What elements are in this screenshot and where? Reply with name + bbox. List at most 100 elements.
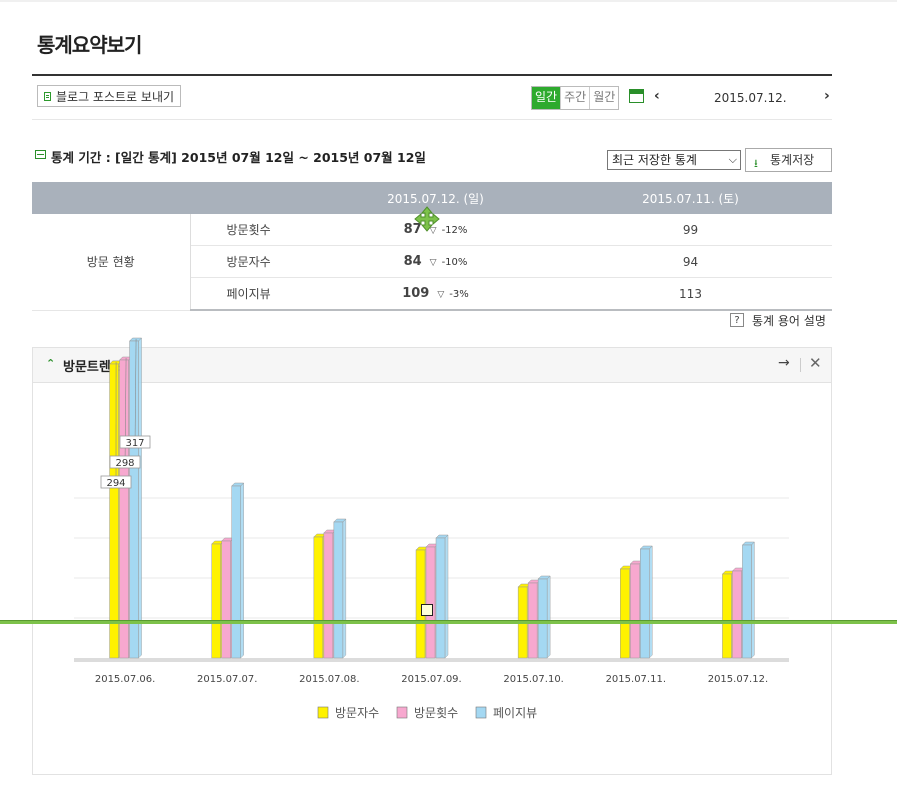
- data-label: 294: [106, 478, 125, 489]
- bar: [640, 548, 650, 659]
- bar-side: [751, 541, 755, 659]
- legend-swatch: [396, 706, 408, 719]
- bar-side: [649, 545, 653, 659]
- column-header-prev: 2015.07.11. (토): [549, 182, 832, 214]
- x-tick-label: 2015.07.08.: [299, 674, 359, 685]
- today-cell: 84 ▽ -10%: [322, 245, 549, 278]
- period-tabs: 일간 주간 월간: [531, 86, 620, 110]
- down-triangle-icon: ▽: [437, 290, 445, 300]
- selection-box: [421, 604, 433, 616]
- data-label-leader: [134, 338, 137, 449]
- bar: [722, 573, 732, 659]
- bar: [109, 363, 119, 659]
- change-percent: -12%: [441, 225, 468, 236]
- tab-monthly[interactable]: 월간: [589, 87, 619, 109]
- download-icon: ⭳: [754, 157, 758, 170]
- legend-label: 방문횟수: [414, 706, 458, 720]
- x-tick-label: 2015.07.12.: [708, 674, 768, 685]
- table-header-empty: [32, 182, 190, 214]
- bar-side: [240, 482, 244, 659]
- bar: [221, 540, 231, 659]
- move-cursor-icon: [414, 206, 440, 232]
- header-divider: [800, 358, 801, 372]
- x-tick-label: 2015.07.10.: [503, 674, 563, 685]
- trend-panel-title: 방문트렌드: [63, 360, 123, 375]
- document-icon: [44, 92, 51, 101]
- metric-label: 페이지뷰: [190, 277, 322, 311]
- bar: [129, 340, 139, 659]
- today-value: 87: [403, 222, 422, 237]
- help-link[interactable]: 통계 용어 설명: [752, 314, 826, 328]
- bar: [211, 543, 221, 659]
- top-border: [0, 0, 897, 2]
- page-title: 통계요약보기: [37, 33, 142, 57]
- calendar-icon[interactable]: [629, 89, 644, 103]
- close-icon[interactable]: ✕: [809, 354, 822, 372]
- bar: [742, 544, 752, 659]
- prev-date-chevron-icon[interactable]: ‹: [654, 88, 660, 104]
- bar-side: [342, 518, 347, 659]
- legend-label: 페이지뷰: [493, 706, 537, 720]
- save-stats-button[interactable]: ⭳ 통계저장: [745, 148, 832, 172]
- trend-panel: ⌃ 방문트렌드 → ✕: [32, 347, 832, 775]
- data-label-box: [119, 435, 151, 449]
- data-label: 317: [125, 438, 144, 449]
- data-label-box: [100, 475, 132, 489]
- bar: [231, 485, 241, 659]
- tab-daily[interactable]: 일간: [532, 87, 561, 109]
- down-triangle-icon: ▽: [429, 258, 437, 268]
- today-value: 84: [403, 254, 422, 269]
- today-cell: 109 ▽ -3%: [322, 277, 549, 311]
- next-date-chevron-icon[interactable]: ›: [824, 88, 830, 104]
- bar: [333, 521, 344, 659]
- chart-floor: [74, 658, 789, 662]
- period-icon: [35, 150, 46, 159]
- prev-value: 99: [549, 214, 832, 246]
- bar: [435, 537, 446, 659]
- table-row: 페이지뷰 109 ▽ -3% 113: [32, 277, 832, 311]
- tab-weekly[interactable]: 주간: [560, 87, 590, 109]
- bar: [537, 578, 548, 659]
- blog-post-button[interactable]: 블로그 포스트로 보내기: [37, 85, 182, 107]
- table-row: 방문자수 84 ▽ -10% 94: [32, 245, 832, 278]
- table-row: 방문 현황 방문횟수 87 ▽ -12% 99: [32, 214, 832, 311]
- legend-swatch: [475, 706, 487, 719]
- table-header-metric: [190, 182, 322, 214]
- current-date: 2015.07.12.: [714, 91, 787, 105]
- legend-swatch: [317, 706, 329, 719]
- bar: [313, 536, 324, 659]
- table-header-row: 2015.07.12. (일) 2015.07.11. (토): [32, 182, 832, 214]
- bar: [323, 532, 334, 659]
- bar-side: [444, 534, 449, 659]
- bar: [630, 563, 640, 659]
- save-stats-button-label: 통계저장: [770, 153, 815, 167]
- saved-stats-select[interactable]: 최근 저장한 통계 ⌵: [607, 150, 741, 170]
- drag-guide-line: [0, 620, 897, 624]
- arrow-right-icon[interactable]: →: [778, 355, 790, 371]
- collapse-caret-icon[interactable]: ⌃: [46, 357, 56, 370]
- change-percent: -3%: [449, 289, 469, 300]
- x-tick-label: 2015.07.07.: [197, 674, 257, 685]
- column-header-today: 2015.07.12. (일): [322, 182, 549, 214]
- metric-label: 방문자수: [190, 245, 322, 278]
- help-icon[interactable]: ?: [730, 313, 744, 327]
- trend-panel-header: ⌃ 방문트렌드 → ✕: [33, 348, 831, 383]
- x-tick-label: 2015.07.09.: [401, 674, 461, 685]
- bar: [119, 359, 129, 659]
- data-label-leader: [124, 357, 127, 469]
- bar-side: [546, 575, 551, 659]
- bar: [425, 546, 436, 659]
- x-tick-label: 2015.07.06.: [95, 674, 155, 685]
- legend-label: 방문자수: [335, 706, 379, 720]
- period-label: 통계 기간 : [일간 통계] 2015년 07월 12일 ~ 2015년 07…: [51, 150, 426, 165]
- down-triangle-icon: ▽: [429, 226, 437, 236]
- stats-table: 2015.07.12. (일) 2015.07.11. (토) 방문 현황 방문…: [32, 182, 832, 311]
- today-value: 109: [402, 286, 430, 301]
- saved-stats-select-value: 최근 저장한 통계: [612, 153, 697, 167]
- bar-side: [138, 337, 142, 659]
- data-label-box: [109, 455, 141, 469]
- blog-post-button-label: 블로그 포스트로 보내기: [56, 90, 175, 104]
- bar: [620, 568, 630, 659]
- chevron-down-icon: ⌵: [728, 153, 737, 166]
